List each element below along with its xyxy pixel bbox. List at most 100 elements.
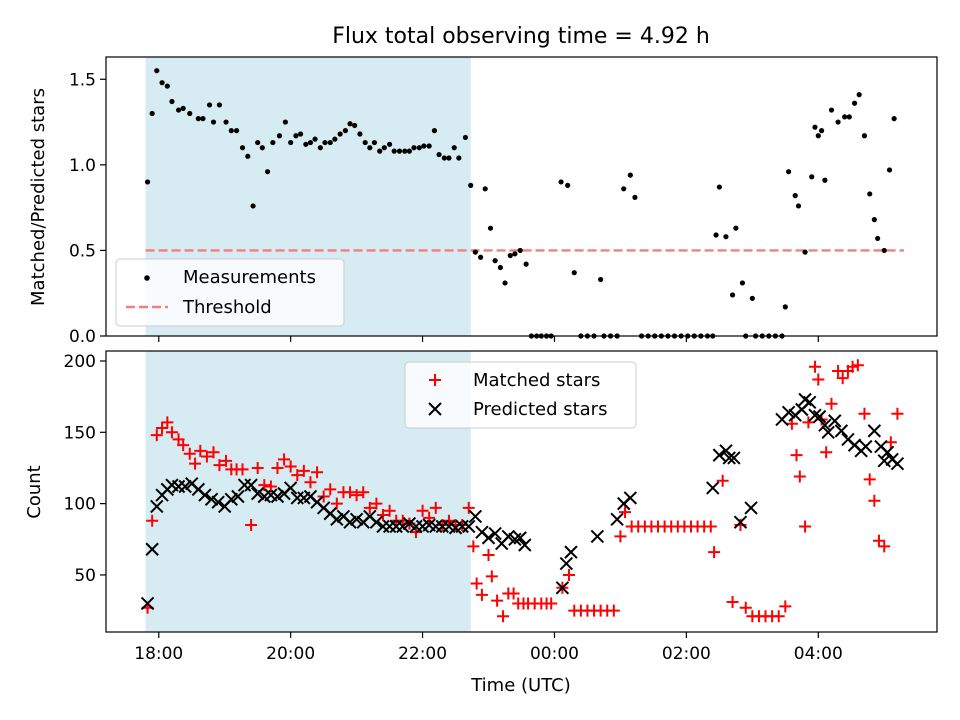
matched-point	[207, 446, 220, 459]
ratio-legend: Measurements Threshold	[115, 258, 345, 327]
measurement-point	[828, 107, 835, 113]
predicted-point	[481, 531, 496, 545]
measurement-point	[327, 139, 333, 146]
matched-point	[545, 597, 558, 610]
matched-point	[851, 359, 864, 372]
matched-point	[251, 461, 264, 474]
x-tick-label: 22:00	[398, 644, 447, 664]
measurement-point	[492, 258, 498, 264]
matched-point	[808, 360, 821, 373]
measurement-point	[352, 122, 358, 129]
matched-point	[868, 494, 881, 507]
ratio-panel: 0.0 0.5 1.0 1.5 Matched/Predicted stars Mea…	[28, 56, 938, 347]
y-tick-label: 1.0	[69, 156, 96, 176]
predicted-point	[712, 448, 727, 462]
matched-point	[858, 407, 871, 420]
measurement-point	[381, 145, 387, 151]
matched-point	[284, 460, 297, 473]
predicted-point	[803, 395, 817, 410]
matched-point	[324, 483, 337, 496]
matched-point	[161, 416, 174, 429]
predicted-point	[518, 538, 532, 552]
measurement-point	[200, 116, 206, 122]
measurement-point	[632, 194, 638, 200]
measurement-point	[558, 179, 564, 185]
measurement-point	[391, 148, 397, 154]
matched-point	[150, 429, 163, 442]
matched-point	[156, 422, 169, 435]
predicted-point	[821, 425, 835, 440]
axes-frame	[105, 350, 938, 633]
matched-point	[350, 489, 363, 502]
count-legend: Matched stars Predicted stars	[404, 361, 637, 429]
measurement-point	[421, 143, 427, 149]
matched-point	[467, 540, 480, 553]
measurement-point	[206, 102, 213, 108]
measurement-point	[175, 107, 182, 113]
measurement-point	[169, 98, 175, 105]
measurement-point	[264, 169, 271, 175]
predicted-point	[231, 489, 245, 504]
measurement-point	[416, 145, 422, 151]
count-panel: 50 100 150 200 18:00 20:00 22:00 00:00 02:00 04:…	[24, 350, 938, 696]
predicted-point	[402, 516, 417, 531]
predicted-point	[744, 501, 758, 515]
measurement-point	[386, 141, 393, 147]
predicted-point	[610, 512, 624, 527]
measurement-point	[303, 141, 309, 147]
legend-matched-label: Matched stars	[473, 370, 600, 391]
matched-point	[165, 426, 178, 439]
x-tick-label: 04:00	[794, 644, 843, 664]
measurement-point	[431, 128, 438, 134]
measurement-point	[411, 145, 417, 151]
matched-stars-points	[141, 359, 904, 623]
measurement-point	[867, 191, 873, 197]
measurement-point	[482, 186, 488, 192]
measurement-point	[396, 148, 403, 154]
matched-point	[177, 439, 190, 452]
ratio-panel-frame	[105, 56, 938, 337]
matched-point	[220, 454, 233, 467]
x-tick-label: 18:00	[134, 644, 183, 664]
matched-point	[812, 373, 825, 386]
matched-point	[878, 540, 891, 553]
measurement-point	[502, 280, 508, 286]
measurement-point	[362, 139, 368, 146]
predicted-point	[818, 418, 832, 432]
measurement-point	[187, 110, 193, 117]
measurement-point	[809, 174, 815, 180]
matched-point	[891, 407, 904, 420]
predicted-point	[834, 424, 849, 438]
matched-point	[311, 466, 324, 479]
y-tick-label: 0.5	[69, 241, 96, 261]
measurement-point	[733, 225, 739, 231]
measurement-point	[871, 217, 877, 223]
measurement-point	[233, 128, 240, 134]
predicted-point	[270, 489, 285, 504]
measurement-point	[723, 234, 729, 240]
measurement-point	[441, 155, 447, 161]
predicted-point	[145, 542, 159, 556]
predicted-point	[204, 492, 219, 507]
matched-point	[462, 501, 475, 514]
matched-point	[383, 504, 396, 517]
measurement-point	[288, 139, 294, 146]
x-tick-label: 20:00	[266, 644, 315, 664]
predicted-point	[349, 512, 364, 527]
measurement-point	[627, 172, 633, 178]
predicted-point	[283, 481, 298, 495]
x-axis-label: Time (UTC)	[470, 675, 571, 696]
legend-threshold-label: Threshold	[182, 297, 272, 318]
measurement-point	[426, 143, 432, 149]
y-tick-label: 50	[74, 566, 96, 586]
matched-point	[245, 519, 258, 532]
measurement-point	[812, 124, 818, 130]
matched-point	[258, 479, 271, 492]
predicted-point	[590, 529, 605, 544]
measurement-point	[792, 193, 798, 199]
count-y-axis-label: Count	[24, 465, 45, 518]
measurement-point	[818, 128, 825, 134]
measurement-point	[282, 119, 288, 125]
measurement-point	[517, 247, 523, 254]
measurement-point	[144, 179, 151, 185]
